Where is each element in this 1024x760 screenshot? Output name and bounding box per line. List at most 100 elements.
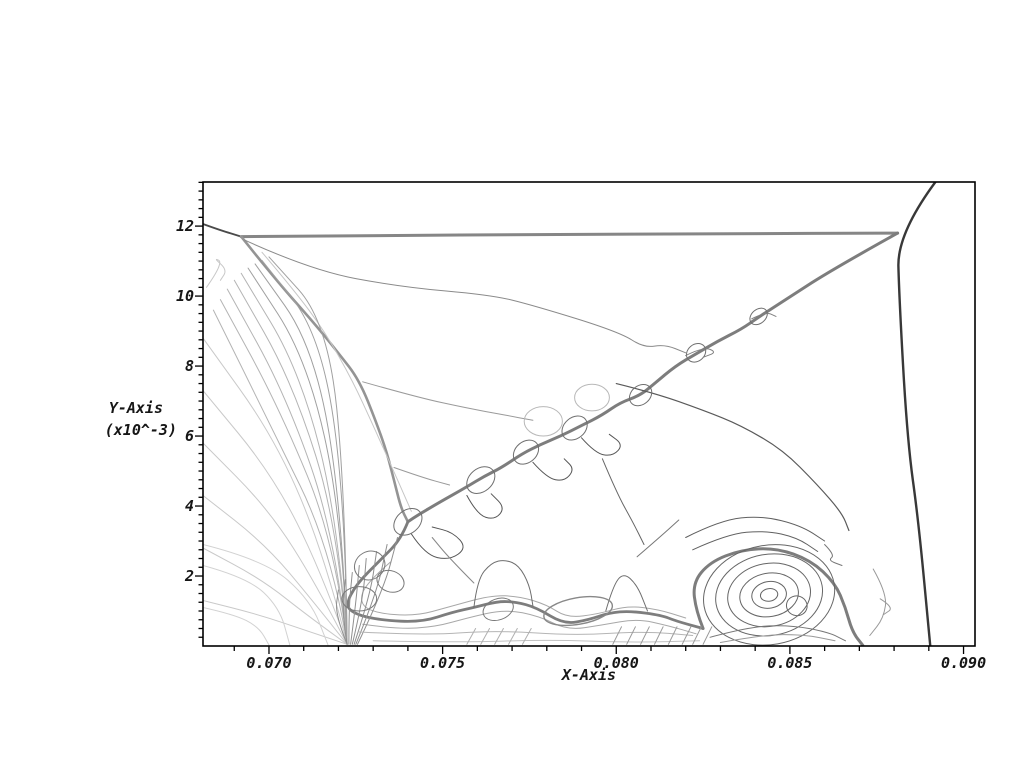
contour-ellipse	[628, 383, 653, 407]
contour-path	[532, 458, 573, 481]
contour-path	[494, 628, 504, 645]
contour-path	[353, 551, 378, 645]
contour-ellipse	[574, 383, 610, 412]
contour-path	[406, 231, 900, 524]
contour-ellipse	[353, 550, 386, 581]
contour-path	[203, 600, 348, 645]
contour-path	[268, 256, 348, 645]
contour-path	[261, 259, 348, 645]
y-axis-units: (x10^-3)	[104, 421, 177, 439]
contour-path	[751, 313, 777, 320]
contour-path	[473, 560, 534, 608]
y-axis-title: Y-Axis	[108, 399, 163, 417]
contour-path	[522, 628, 532, 645]
contour-path	[681, 626, 692, 645]
contour-path	[372, 639, 701, 643]
contour-path	[626, 626, 636, 645]
contour-path	[203, 442, 348, 645]
contour-path	[709, 625, 846, 642]
axis-ticks	[195, 181, 965, 654]
contour-ellipse	[466, 466, 496, 494]
contour-path	[824, 544, 843, 566]
contour-path	[362, 381, 534, 421]
contour-path	[239, 235, 410, 524]
contour-ellipse	[749, 307, 768, 326]
contour-path	[244, 239, 687, 354]
contour-ellipse	[739, 572, 799, 618]
contour-ellipse	[685, 343, 707, 363]
x-tick-label: 0.070	[246, 654, 291, 672]
contour-path	[203, 565, 291, 646]
contour-ellipse	[715, 553, 824, 637]
contour-ellipse	[703, 544, 836, 646]
contour-ellipse	[785, 595, 808, 617]
contour-path	[254, 263, 348, 645]
contour-path	[203, 495, 348, 645]
y-tick-label: 8	[185, 357, 194, 375]
contour-path	[362, 610, 697, 635]
contour-path	[667, 626, 678, 645]
contour-path	[350, 565, 360, 645]
contour-path	[581, 433, 621, 456]
contour-ellipse	[341, 586, 378, 612]
contour-path	[203, 544, 329, 646]
contour-path	[702, 626, 713, 645]
contour-path	[335, 589, 348, 645]
plot-frame	[202, 181, 976, 647]
contour-path	[636, 519, 680, 558]
x-tick-label: 0.090	[941, 654, 986, 672]
tick-labels: 0.070 0.075 0.080 0.085 0.090 2 4 6 8 10 12	[176, 217, 986, 672]
contour-path	[466, 493, 503, 519]
contour-path	[261, 251, 412, 512]
contour-path	[361, 561, 687, 619]
contour-ellipse	[523, 406, 563, 437]
contour-path	[612, 626, 622, 645]
x-axis-title: X-Axis	[561, 666, 617, 684]
contour-path	[431, 537, 475, 584]
contour-path	[226, 288, 348, 645]
contour-path	[240, 272, 348, 645]
contour-ellipse	[543, 595, 614, 627]
contour-path	[719, 634, 836, 643]
contour-path	[247, 267, 348, 645]
x-tick-label: 0.080	[594, 654, 639, 672]
contour-path	[233, 279, 348, 645]
contour-path	[203, 223, 243, 238]
contour-path	[219, 299, 348, 645]
contour-path	[640, 626, 650, 645]
contour-path	[206, 258, 226, 288]
contour-ellipse	[512, 439, 540, 465]
contour-path	[692, 626, 702, 645]
contour-path	[654, 626, 664, 645]
contour-path	[480, 628, 490, 645]
contour-path	[239, 231, 900, 239]
contour-path	[508, 628, 518, 645]
contour-ellipse	[727, 562, 812, 628]
y-tick-label: 10	[176, 287, 194, 305]
contour-path	[203, 390, 348, 645]
contour-lines	[203, 182, 937, 646]
contour-path	[601, 458, 645, 545]
contour-path	[342, 579, 348, 645]
contour-path	[358, 631, 694, 636]
contour-path	[355, 544, 388, 645]
contour-ellipse	[376, 569, 405, 593]
y-tick-label: 12	[176, 217, 194, 235]
contour-path	[615, 383, 850, 532]
contour-ellipse	[759, 588, 779, 602]
contour-path	[346, 520, 705, 630]
contour-ellipse	[561, 415, 588, 441]
y-tick-label: 2	[184, 567, 194, 585]
contour-path	[869, 568, 887, 636]
x-tick-label: 0.085	[767, 654, 812, 672]
contour-ellipse	[482, 597, 514, 622]
contour-path	[203, 607, 270, 646]
contour-path	[410, 526, 464, 559]
contour-path	[203, 337, 348, 645]
x-tick-label: 0.075	[420, 654, 465, 672]
contour-path	[393, 467, 451, 486]
contour-ellipse	[751, 580, 787, 609]
contour-path	[692, 547, 865, 646]
